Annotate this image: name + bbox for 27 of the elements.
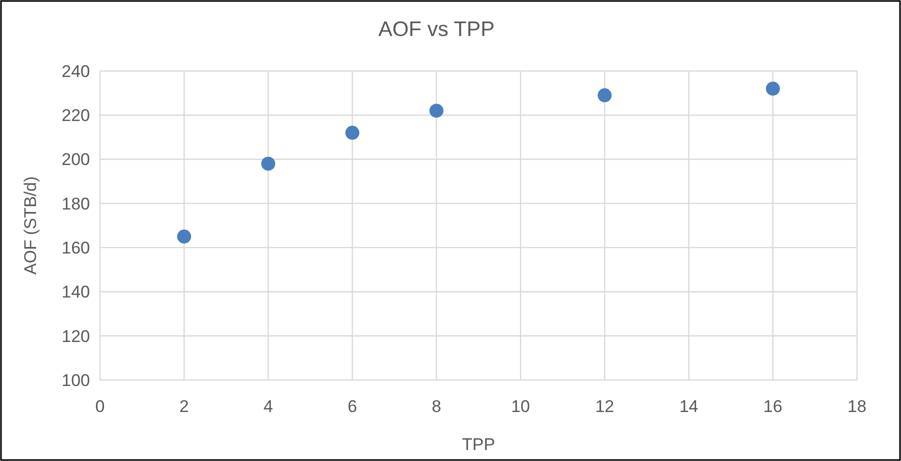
x-tick-label: 6 bbox=[348, 397, 358, 416]
y-tick-label: 160 bbox=[62, 238, 90, 258]
x-tick-label: 18 bbox=[848, 397, 866, 416]
x-tick-label: 8 bbox=[432, 397, 442, 416]
chart-title: AOF vs TPP bbox=[378, 18, 495, 41]
y-axis-title: AOF (STB/d) bbox=[21, 176, 40, 275]
x-tick-label: 4 bbox=[263, 397, 273, 416]
y-tick-label: 140 bbox=[62, 282, 90, 302]
x-tick-label: 14 bbox=[679, 397, 698, 416]
y-tick-label: 220 bbox=[62, 106, 90, 126]
point bbox=[598, 88, 612, 102]
y-tick-label: 240 bbox=[62, 62, 90, 81]
x-tick-label: 0 bbox=[95, 397, 105, 416]
x-tick-label: 12 bbox=[595, 397, 614, 416]
y-tick-label: 100 bbox=[62, 370, 90, 390]
point bbox=[766, 82, 780, 96]
point bbox=[261, 156, 276, 171]
point bbox=[177, 230, 192, 244]
x-tick-label: 16 bbox=[763, 397, 782, 416]
x-axis-title: TPP bbox=[462, 435, 496, 454]
x-tick-label: 2 bbox=[179, 397, 189, 416]
point bbox=[345, 126, 360, 140]
y-tick-label: 120 bbox=[62, 326, 90, 346]
y-tick-label: 200 bbox=[62, 150, 90, 170]
y-tick-label: 180 bbox=[62, 194, 90, 214]
x-tick-label: 10 bbox=[511, 397, 530, 416]
point bbox=[429, 104, 444, 118]
